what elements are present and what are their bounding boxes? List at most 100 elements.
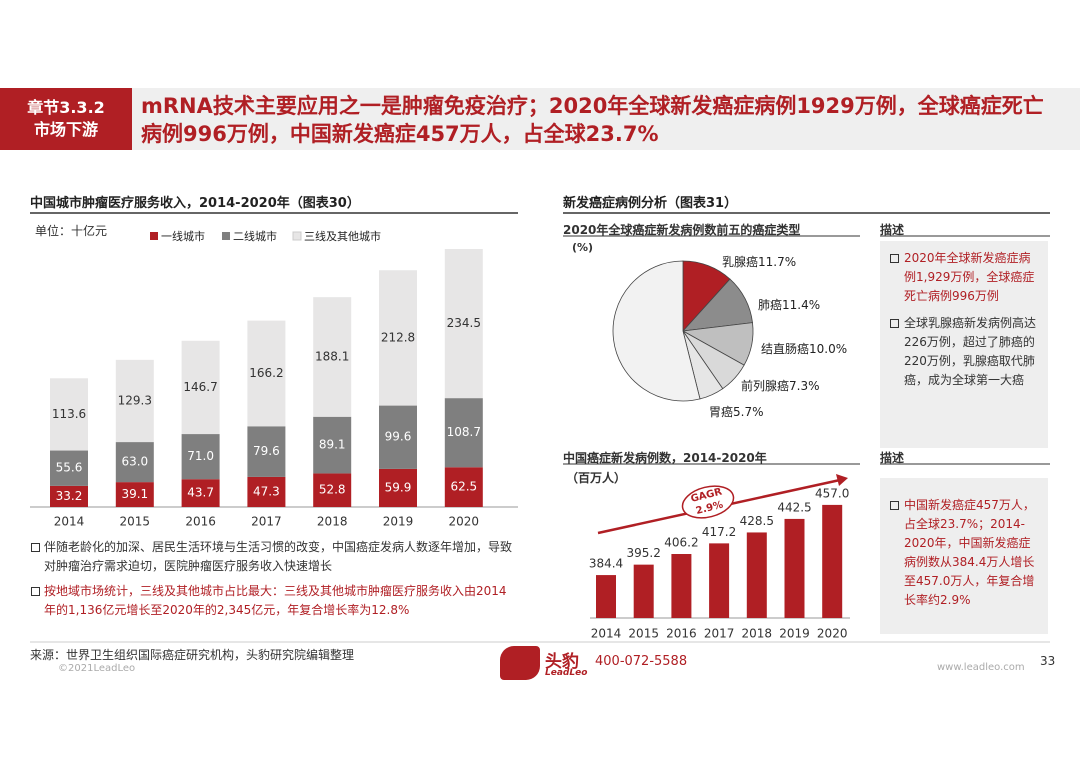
title-line: mRNA技术主要应用之一是肿瘤免疫治疗；2020年全球新发癌症病例1929万例，… xyxy=(141,94,1044,118)
legend-label: 一线城市 xyxy=(161,229,205,243)
x-tick-label: 2014 xyxy=(54,515,85,529)
value-label: 47.3 xyxy=(253,484,280,498)
bar xyxy=(633,564,654,618)
chart-title: 2020年全球癌症新发病例数前五的癌症类型 xyxy=(563,223,801,237)
value-label: 79.6 xyxy=(253,444,280,458)
bar-segment xyxy=(313,473,352,507)
phone: 400-072-5588 xyxy=(595,654,688,669)
slice-label: 肺癌11.4% xyxy=(758,297,820,312)
bar-segment xyxy=(50,485,88,507)
value-label: 457.0 xyxy=(815,486,849,500)
slice-name: 肺癌 xyxy=(758,297,782,312)
panel-item: 2020年全球新发癌症病例1,929万例，全球癌症死亡病例996万例 xyxy=(888,249,1038,306)
pie-slice xyxy=(612,260,701,402)
panel: 2020年全球新发癌症病例1,929万例，全球癌症死亡病例996万例 全球乳腺癌… xyxy=(880,241,1048,448)
value-label: 108.7 xyxy=(447,425,481,439)
slice-value: 5.7% xyxy=(733,405,764,419)
value-label: 59.9 xyxy=(385,480,412,494)
section-sub: 市场下游 xyxy=(33,120,98,139)
bar-segment xyxy=(115,442,154,483)
value-label: 417.2 xyxy=(702,525,736,539)
x-tick-label: 2018 xyxy=(317,515,348,529)
legend-swatch xyxy=(292,231,302,241)
value-label: 89.1 xyxy=(319,438,346,452)
slice-label: 胃癌5.7% xyxy=(709,404,764,419)
value-label: 406.2 xyxy=(664,536,698,550)
x-tick-label: 2019 xyxy=(779,627,810,641)
value-label: 52.8 xyxy=(319,483,346,497)
x-tick-label: 2020 xyxy=(817,627,848,641)
panel-title: 描述 xyxy=(880,223,905,237)
bar xyxy=(596,575,616,618)
unit: 单位：十亿元 xyxy=(35,224,108,238)
x-tick-label: 2018 xyxy=(742,627,773,641)
slice-value: 7.3% xyxy=(789,379,820,393)
value-label: 146.7 xyxy=(183,380,217,394)
panel: 中国新发癌症457万人，占全球23.7%；2014-2020年，中国新发癌症病例… xyxy=(880,478,1048,634)
header-band xyxy=(0,88,1080,150)
logo-sub: LeadLeo xyxy=(545,668,588,678)
legend-label: 二线城市 xyxy=(233,229,277,243)
bar-segment xyxy=(50,378,88,451)
bar-segment xyxy=(313,416,352,474)
x-tick-label: 2016 xyxy=(666,627,697,641)
slice-label: 前列腺癌7.3% xyxy=(741,378,820,393)
chart-title: 中国癌症新发病例数，2014-2020年 xyxy=(563,451,767,465)
value-label: 395.2 xyxy=(627,546,661,560)
value-label: 129.3 xyxy=(118,393,152,407)
x-tick-label: 2014 xyxy=(591,627,622,641)
bar-segment xyxy=(50,450,88,486)
website: www.leadleo.com xyxy=(937,662,1025,673)
bar-segment xyxy=(247,320,286,427)
bar-segment xyxy=(247,426,286,477)
bar-segment xyxy=(379,405,417,469)
value-label: 71.0 xyxy=(187,449,214,463)
bar-segment xyxy=(379,270,417,406)
x-tick-label: 2017 xyxy=(704,627,735,641)
value-label: 442.5 xyxy=(777,500,811,514)
source: 来源：世界卫生组织国际癌症研究机构，头豹研究院编辑整理 xyxy=(30,648,355,662)
bar-segment xyxy=(313,297,352,417)
bar-segment xyxy=(247,476,286,507)
cagr-bubble xyxy=(681,485,735,519)
bar-segment xyxy=(379,468,417,507)
logo: 头豹 xyxy=(545,652,579,672)
bar-segment xyxy=(115,482,154,507)
section-box: 章节3.3.2 市场下游 xyxy=(0,88,132,150)
note: 伴随老龄化的加深、居民生活环境与生活习惯的改变，中国癌症发病人数逐年增加，导致对… xyxy=(30,538,518,576)
copyright: ©2021LeadLeo xyxy=(58,663,136,674)
title-line: 病例996万例，中国新发癌症457万人，占全球23.7% xyxy=(141,122,659,146)
slice-label: 结直肠癌10.0% xyxy=(761,341,847,356)
value-label: 63.0 xyxy=(121,455,148,469)
bar-segment xyxy=(444,249,483,399)
panel-item: 中国新发癌症457万人，占全球23.7%；2014-2020年，中国新发癌症病例… xyxy=(888,496,1038,610)
x-tick-label: 2015 xyxy=(628,627,659,641)
value-label: 55.6 xyxy=(56,461,83,475)
bar-segment xyxy=(115,359,154,443)
value-label: 39.1 xyxy=(121,487,148,501)
legend-swatch xyxy=(150,232,158,240)
value-label: 166.2 xyxy=(249,366,283,380)
value-label: 188.1 xyxy=(315,349,349,363)
bar xyxy=(746,532,767,618)
value-label: 43.7 xyxy=(187,486,214,500)
value-label: 428.5 xyxy=(740,514,774,528)
unit: (%) xyxy=(572,241,594,254)
arrow-head xyxy=(836,474,848,486)
legend-swatch xyxy=(222,232,230,240)
unit: （百万人） xyxy=(566,471,627,485)
logo-icon xyxy=(500,646,540,680)
value-label: 62.5 xyxy=(450,480,477,494)
panel-title: 描述 xyxy=(880,451,905,465)
bar xyxy=(784,518,805,618)
bar xyxy=(822,504,843,618)
bar xyxy=(671,554,692,618)
value-label: 99.6 xyxy=(385,430,412,444)
slice-value: 10.0% xyxy=(809,342,847,356)
value-label: 212.8 xyxy=(381,330,415,344)
x-tick-label: 2015 xyxy=(120,515,151,529)
header-title: mRNA技术主要应用之一是肿瘤免疫治疗；2020年全球新发癌症病例1929万例，… xyxy=(141,92,1044,148)
section: 章节3.3.2 xyxy=(27,98,105,117)
